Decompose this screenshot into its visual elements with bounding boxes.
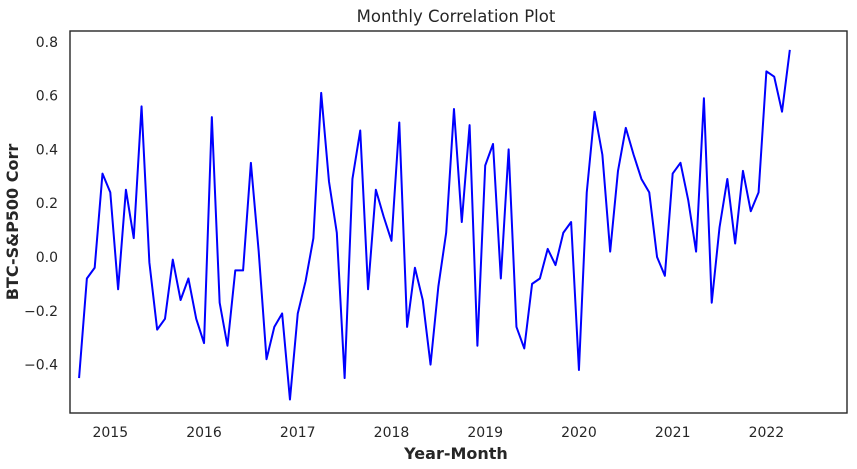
plot-frame [70,31,847,413]
y-tick-label: 0.6 [36,89,58,105]
x-axis-label: Year-Month [403,444,508,463]
y-tick-label: 0.4 [36,142,58,158]
x-tick-label: 2017 [280,425,316,441]
y-tick-label: 0.8 [36,35,58,51]
x-tick-label: 2016 [186,425,222,441]
x-tick-label: 2018 [374,425,410,441]
x-tick-label: 2022 [749,425,785,441]
y-tick-label: −0.4 [24,358,58,374]
x-tick-label: 2019 [467,425,503,441]
y-axis-label: BTC-S&P500 Corr [3,144,22,301]
x-axis-ticks: 2015 2016 2017 2018 2019 2020 2021 2022 [92,425,784,441]
y-tick-label: −0.2 [24,304,58,320]
chart-title: Monthly Correlation Plot [357,7,556,26]
y-tick-label: 0.0 [36,250,58,266]
x-tick-label: 2021 [655,425,691,441]
plot-area [79,50,790,400]
x-tick-label: 2015 [92,425,128,441]
y-tick-label: 0.2 [36,196,58,212]
x-tick-label: 2020 [561,425,597,441]
series-line-0 [79,50,790,400]
y-axis-ticks: −0.4 −0.2 0.0 0.2 0.4 0.6 0.8 [24,35,58,374]
